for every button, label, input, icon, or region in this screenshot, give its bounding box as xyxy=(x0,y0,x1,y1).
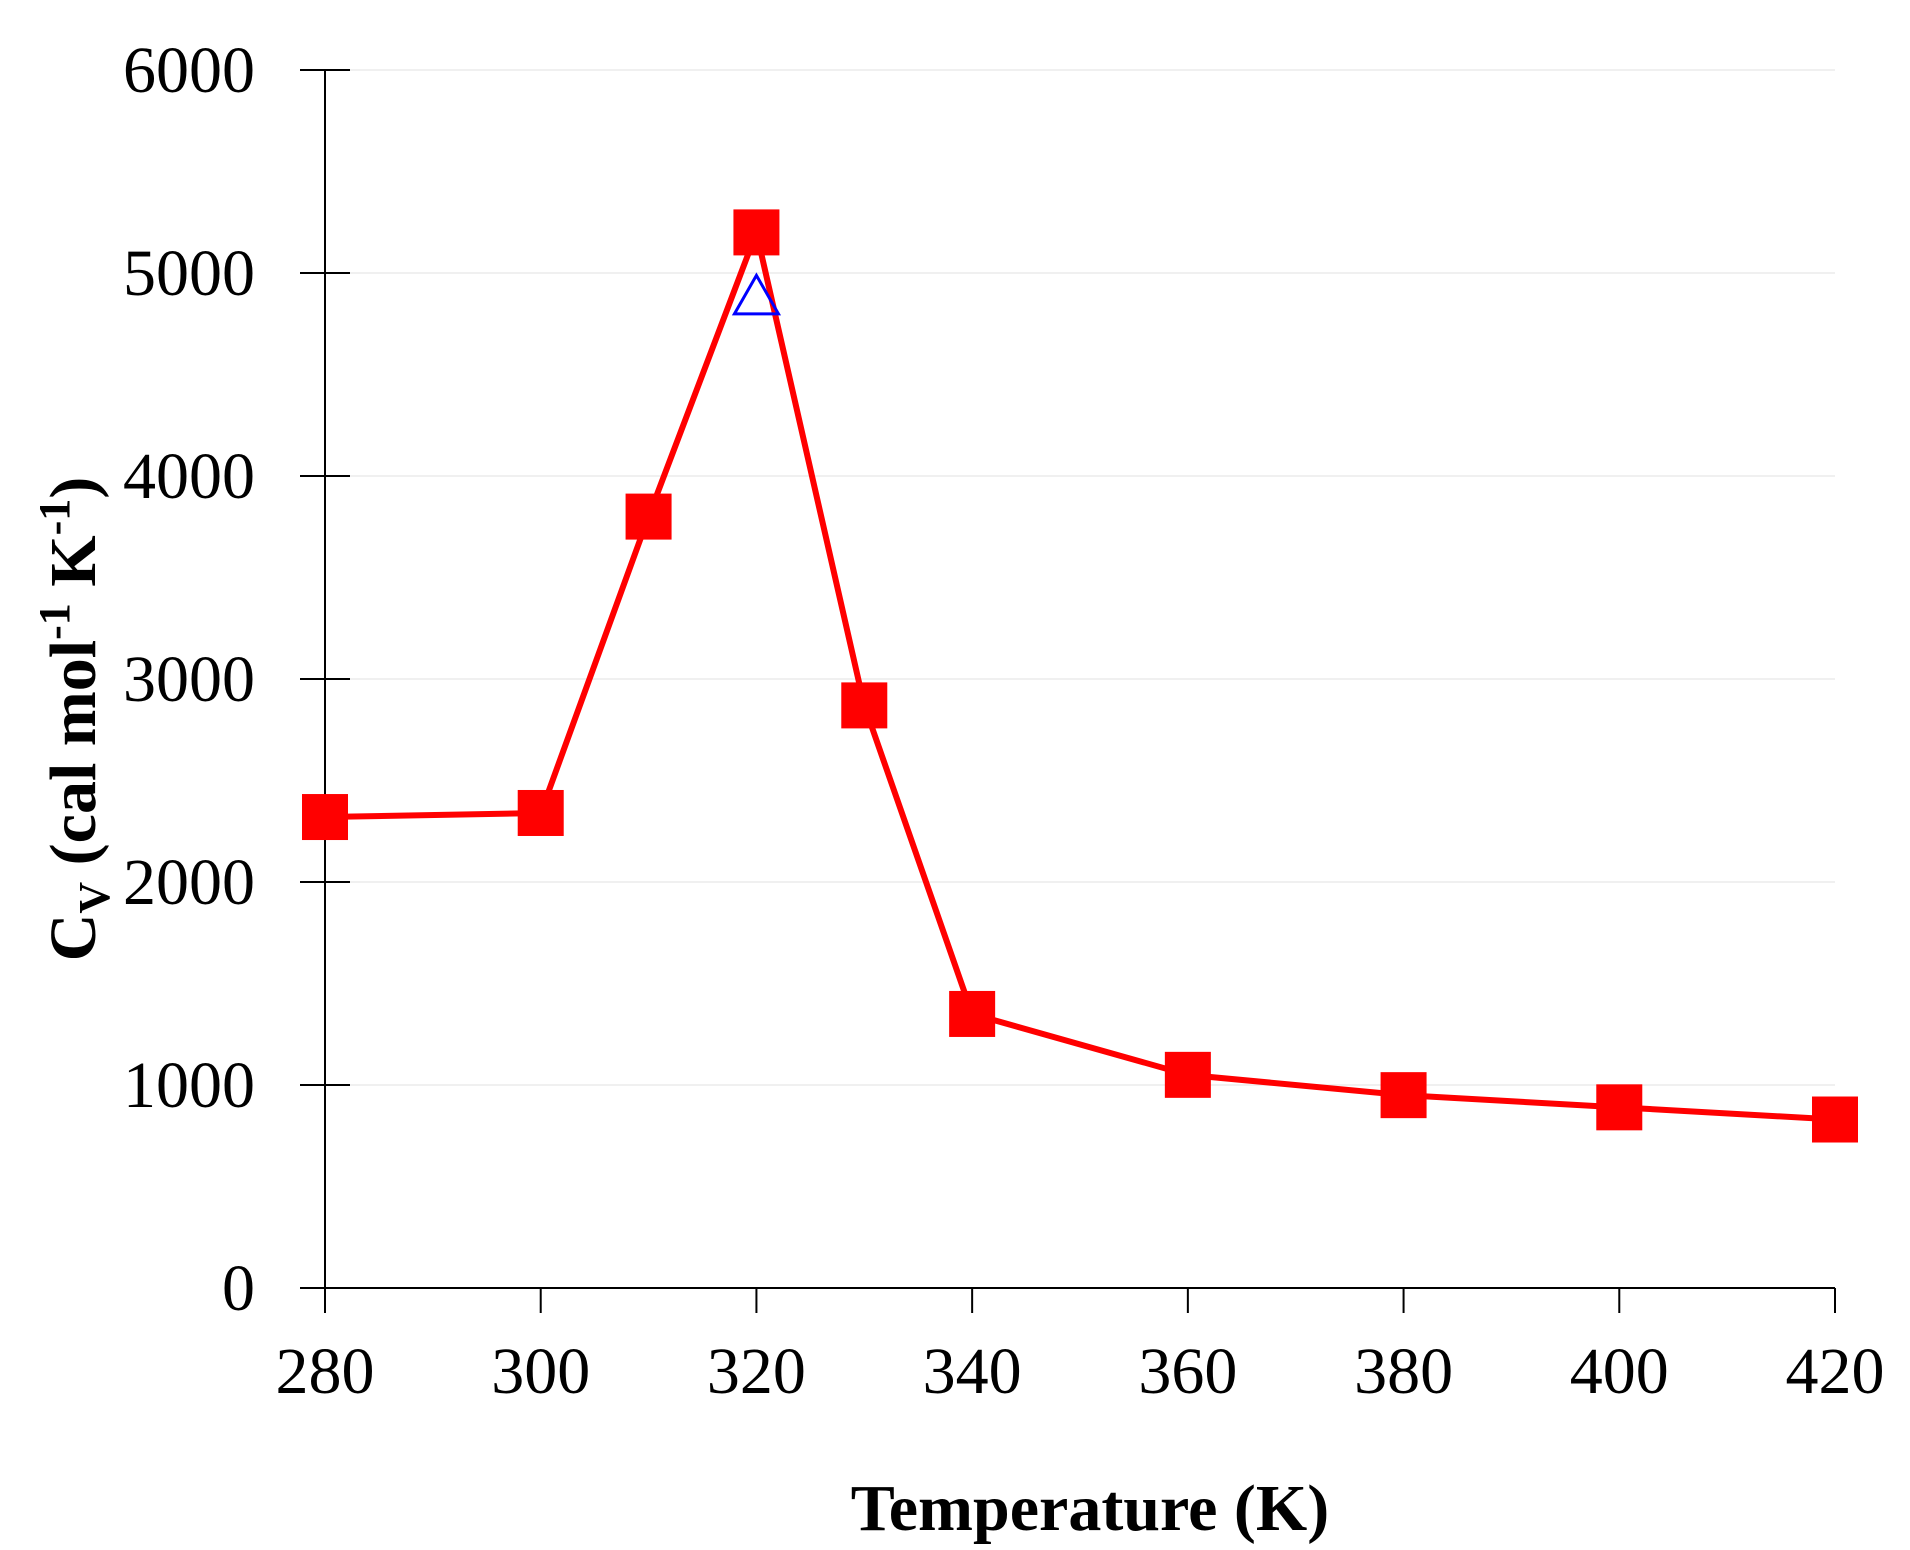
y-axis-title: CV (cal mol-1 K-1) xyxy=(30,477,119,962)
y-tick-label-3000: 3000 xyxy=(123,643,255,716)
series-0-point-1 xyxy=(517,789,564,836)
y-axis-title-part1: (cal mol xyxy=(37,640,110,882)
axes: 0 1000 2000 3000 4000 5000 6000 280 300 320 340 360… xyxy=(123,34,1885,1408)
series-0-point-4 xyxy=(841,682,888,729)
y-tick-label-5000: 5000 xyxy=(123,237,255,310)
y-axis-title-part2: K xyxy=(37,535,110,603)
x-axis-title: Temperature (K) xyxy=(851,1472,1329,1545)
gridlines xyxy=(325,69,1835,1086)
y-tick-label-0: 0 xyxy=(222,1252,255,1325)
y-tick-label-2000: 2000 xyxy=(123,846,255,919)
x-tick-label-380: 380 xyxy=(1354,1335,1453,1408)
y-axis-title-part3: ) xyxy=(37,477,110,499)
y-tick-label-6000: 6000 xyxy=(123,34,255,107)
y-axis-title-main: C xyxy=(37,914,110,962)
y-tick-label-4000: 4000 xyxy=(123,440,255,513)
x-tick-label-340: 340 xyxy=(923,1335,1022,1408)
x-tick-label-300: 300 xyxy=(491,1335,590,1408)
series-0-point-0 xyxy=(302,794,348,841)
x-tick-label-420: 420 xyxy=(1786,1335,1885,1408)
series-0-line xyxy=(324,229,1836,1123)
series-1-point-0 xyxy=(731,272,782,316)
series-0-point-3 xyxy=(733,209,780,256)
series-0-point-9 xyxy=(1812,1096,1858,1143)
labels: Temperature (K) CV (cal mol-1 K-1) xyxy=(30,477,1329,1545)
y-axis-title-superscript1: -1 xyxy=(30,603,79,640)
series xyxy=(302,209,1858,1143)
series-0 xyxy=(302,209,1858,1143)
x-tick-label-320: 320 xyxy=(707,1335,806,1408)
series-0-point-8 xyxy=(1596,1084,1643,1131)
series-0-point-2 xyxy=(625,493,672,540)
series-0-point-5 xyxy=(949,990,996,1037)
series-0-point-6 xyxy=(1164,1051,1211,1098)
series-1 xyxy=(731,272,782,316)
x-tick-label-400: 400 xyxy=(1570,1335,1669,1408)
x-tick-label-360: 360 xyxy=(1138,1335,1237,1408)
y-tick-label-1000: 1000 xyxy=(123,1049,255,1122)
x-tick-label-280: 280 xyxy=(276,1335,375,1408)
series-0-point-7 xyxy=(1380,1072,1427,1119)
y-axis-title-subscript: V xyxy=(70,882,119,914)
y-axis-title-superscript2: -1 xyxy=(30,499,79,536)
